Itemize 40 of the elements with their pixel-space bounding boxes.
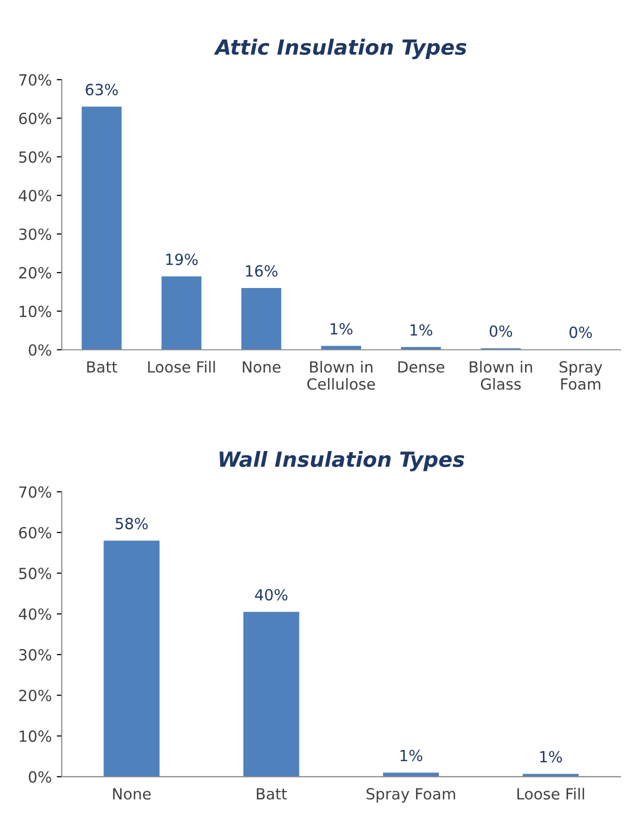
x-tick-label: Blown in Glass	[470, 360, 532, 390]
data-label: 1%	[330, 323, 352, 335]
x-tick-label: Batt	[256, 788, 287, 800]
data-label: 19%	[166, 254, 198, 266]
data-label: 0%	[570, 326, 592, 338]
data-label: 58%	[116, 518, 148, 530]
y-tick-label: 50%	[19, 151, 52, 163]
x-tick-label: Dense	[398, 361, 444, 373]
x-tick-label: Blown in Cellulose	[307, 360, 375, 390]
y-tick-label: 60%	[19, 112, 52, 124]
chart-title: Attic Insulation Types	[214, 38, 466, 60]
y-tick-label: 10%	[20, 306, 52, 318]
data-label: 40%	[255, 588, 288, 601]
y-tick-label: 70%	[19, 74, 52, 86]
chart-title: Wall Insulation Types	[220, 450, 464, 472]
x-tick-label: Batt	[87, 361, 118, 373]
y-tick-label: 10%	[20, 730, 52, 742]
y-tick-label: 30%	[19, 649, 52, 661]
y-tick-label: 70%	[19, 486, 52, 498]
data-label: 1%	[400, 750, 422, 762]
data-label: 63%	[86, 84, 118, 96]
x-tick-label: Spray Foam	[366, 788, 456, 803]
y-tick-label: 20%	[19, 690, 52, 702]
x-tick-label: None	[113, 788, 151, 800]
data-label: 1%	[410, 324, 432, 336]
y-tick-label: 20%	[19, 267, 52, 279]
y-tick-label: 0%	[28, 344, 52, 356]
x-tick-label: None	[242, 361, 280, 373]
y-tick-label: 30%	[19, 228, 52, 240]
data-label: 1%	[540, 750, 562, 763]
x-tick-label: Spray Foam	[560, 361, 602, 390]
y-tick-label: 40%	[18, 608, 52, 620]
x-tick-label: Loose Fill	[148, 360, 215, 373]
data-label: 0%	[490, 325, 512, 337]
data-label: 16%	[246, 265, 278, 277]
y-tick-label: 60%	[19, 526, 52, 538]
y-tick-label: 40%	[18, 190, 52, 202]
x-tick-label: Loose Fill	[517, 788, 584, 800]
y-tick-label: 0%	[28, 771, 52, 783]
y-tick-label: 50%	[19, 568, 52, 580]
